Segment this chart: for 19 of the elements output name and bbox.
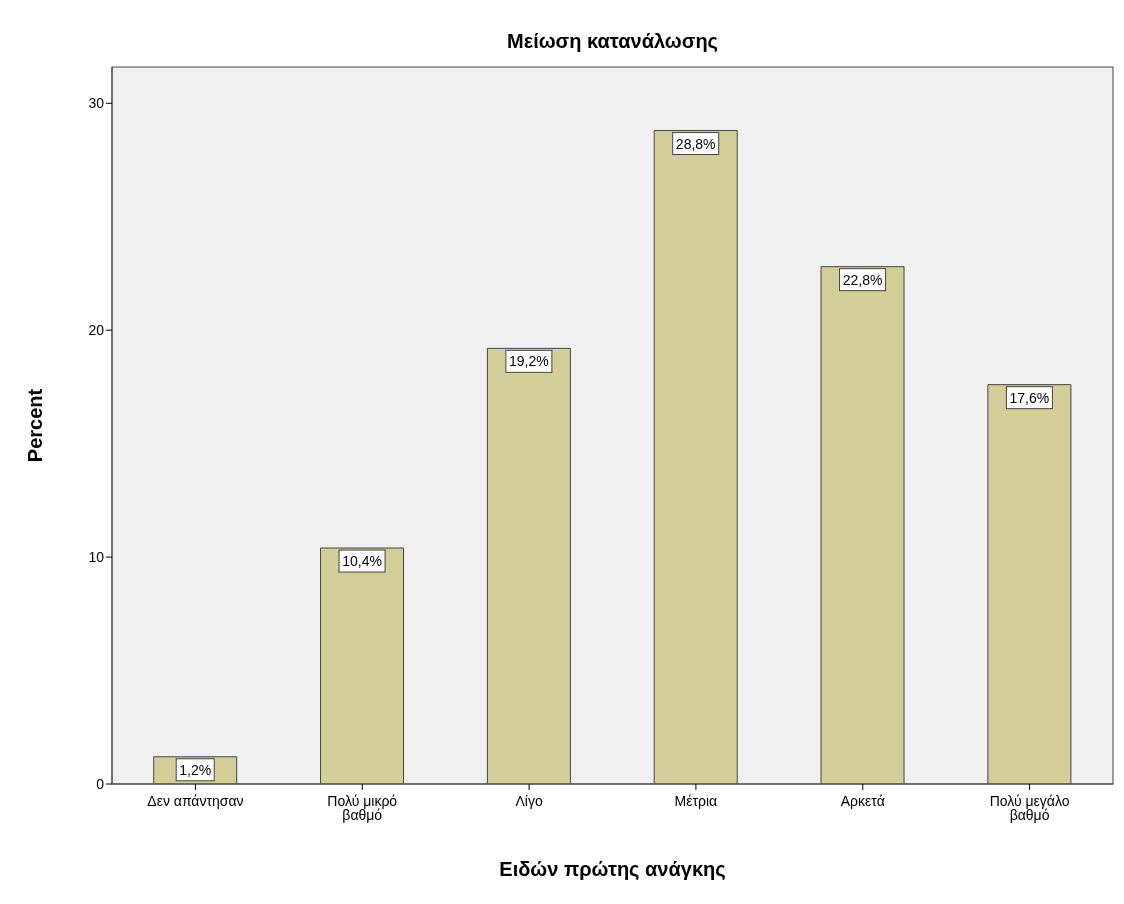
x-axis-title: Ειδών πρώτης ανάγκης xyxy=(499,858,726,880)
y-tick-label: 10 xyxy=(88,549,105,566)
data-label: 10,4% xyxy=(342,553,382,570)
data-label: 19,2% xyxy=(509,353,549,370)
y-tick-label: 30 xyxy=(88,95,105,112)
x-tick-label: Αρκετά xyxy=(840,793,885,809)
x-tick-label: Πολύ μικρό βαθμό xyxy=(327,793,398,823)
y-axis-title: Percent xyxy=(24,388,47,463)
y-tick-label: 0 xyxy=(96,775,105,792)
x-tick-label: Μέτρια xyxy=(674,793,718,809)
data-label: 28,8% xyxy=(675,135,716,152)
x-tick-label: Δεν απάντησαν xyxy=(147,793,244,809)
x-tick-label: Πολύ μεγάλο βαθμό xyxy=(989,793,1070,823)
y-tick-label: 20 xyxy=(88,322,105,339)
data-label: 1,2% xyxy=(179,761,212,778)
x-tick-label: Λίγο xyxy=(515,793,543,809)
chart-title: Μείωση κατανάλωσης xyxy=(506,30,719,53)
data-label: 22,8% xyxy=(842,271,883,288)
data-label: 17,6% xyxy=(1009,389,1050,406)
